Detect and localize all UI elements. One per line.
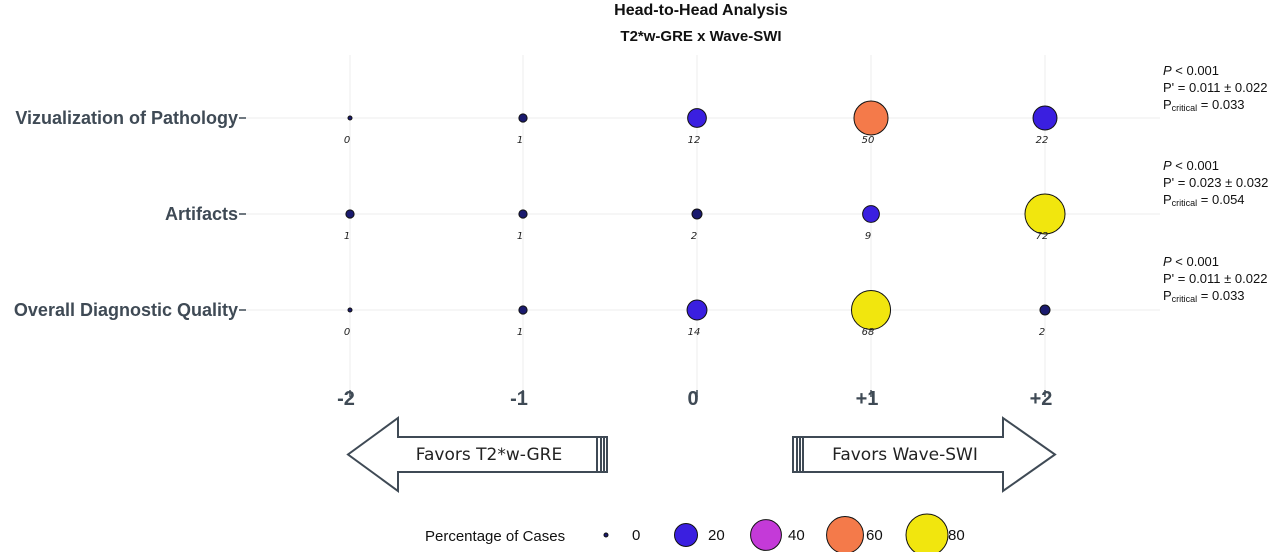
bubble <box>687 108 707 128</box>
row-label: Overall Diagnostic Quality <box>14 300 238 320</box>
legend-swatch <box>603 532 609 538</box>
bubble <box>862 205 880 223</box>
legend-value: 0 <box>632 527 640 544</box>
bubble <box>347 307 353 313</box>
data-label: 2 <box>1039 327 1045 338</box>
legend-value: 20 <box>708 527 725 544</box>
bubble <box>518 113 528 123</box>
row-labels: Vizualization of Pathology Artifacts Overa… <box>14 108 246 320</box>
data-label: 12 <box>688 135 701 146</box>
row-label: Vizualization of Pathology <box>15 108 238 128</box>
data-label: 9 <box>865 231 871 242</box>
x-tick-label: +1 <box>856 388 879 410</box>
data-label: 72 <box>1036 231 1049 242</box>
arrow-favors-wave-swi: Favors Wave-SWI <box>792 416 1057 493</box>
chart-title: Head-to-Head Analysis <box>614 2 788 19</box>
bubble <box>691 208 703 220</box>
legend-swatch <box>674 523 698 547</box>
left-arrow-shape <box>346 416 608 493</box>
legend-value: 60 <box>866 527 883 544</box>
data-label: 68 <box>862 327 875 338</box>
x-tick-label: +2 <box>1030 388 1053 410</box>
data-label: 1 <box>344 231 350 242</box>
data-label: 0 <box>344 135 350 146</box>
stat-p-critical: Pcritical = 0.033 <box>1163 288 1245 304</box>
bubble <box>686 299 708 321</box>
bubble <box>518 305 528 315</box>
stat-p-value: P < 0.001 <box>1163 254 1219 269</box>
bubble <box>347 115 353 121</box>
x-tick-label: -2 <box>337 388 355 410</box>
left-arrow-label: Favors T2*w-GRE <box>416 445 562 465</box>
stat-p-critical: Pcritical = 0.054 <box>1163 192 1245 208</box>
grid <box>245 55 1160 395</box>
legend-title: Percentage of Cases <box>425 528 565 545</box>
data-label: 1 <box>517 327 523 338</box>
stat-p-value: P < 0.001 <box>1163 158 1219 173</box>
statistics-annotations: P < 0.001 P' = 0.011 ± 0.022 Pcritical = 0… <box>1163 63 1268 304</box>
x-tick-label: 0 <box>687 388 698 410</box>
legend: Percentage of Cases 0 20 40 60 80 <box>425 513 965 552</box>
bubble <box>850 289 892 331</box>
legend-value: 80 <box>948 527 965 544</box>
bubbles: 0 1 12 50 221 1 2 9 720 1 14 68 2 <box>344 100 1066 338</box>
stat-p-prime: P' = 0.011 ± 0.022 <box>1163 80 1267 95</box>
bubble <box>518 209 528 219</box>
stat-p-prime: P' = 0.011 ± 0.022 <box>1163 271 1267 286</box>
data-label: 14 <box>688 327 701 338</box>
x-axis-ticks: -2 -1 0 +1 +2 <box>337 388 1052 410</box>
data-label: 1 <box>517 231 523 242</box>
legend-swatch <box>826 516 864 552</box>
legend-swatch <box>750 519 782 551</box>
stat-p-prime: P' = 0.023 ± 0.032 <box>1163 175 1268 190</box>
arrow-favors-t2w-gre: Favors T2*w-GRE <box>346 416 608 493</box>
data-label: 0 <box>344 327 350 338</box>
data-label: 22 <box>1036 135 1049 146</box>
legend-value: 40 <box>788 527 805 544</box>
bubble <box>1024 193 1066 235</box>
bubble <box>853 100 889 136</box>
legend-swatch <box>905 513 949 552</box>
bubble <box>1039 304 1051 316</box>
right-arrow-label: Favors Wave-SWI <box>832 445 978 465</box>
chart-subtitle: T2*w-GRE x Wave-SWI <box>620 28 781 45</box>
data-label: 2 <box>691 231 697 242</box>
stat-p-critical: Pcritical = 0.033 <box>1163 97 1245 113</box>
row-label: Artifacts <box>165 204 238 224</box>
right-arrow-shape <box>792 416 1057 493</box>
data-label: 50 <box>862 135 875 146</box>
data-label: 1 <box>517 135 523 146</box>
bubble <box>345 209 355 219</box>
stat-p-value: P < 0.001 <box>1163 63 1219 78</box>
x-tick-label: -1 <box>510 388 528 410</box>
bubble <box>1032 105 1058 131</box>
